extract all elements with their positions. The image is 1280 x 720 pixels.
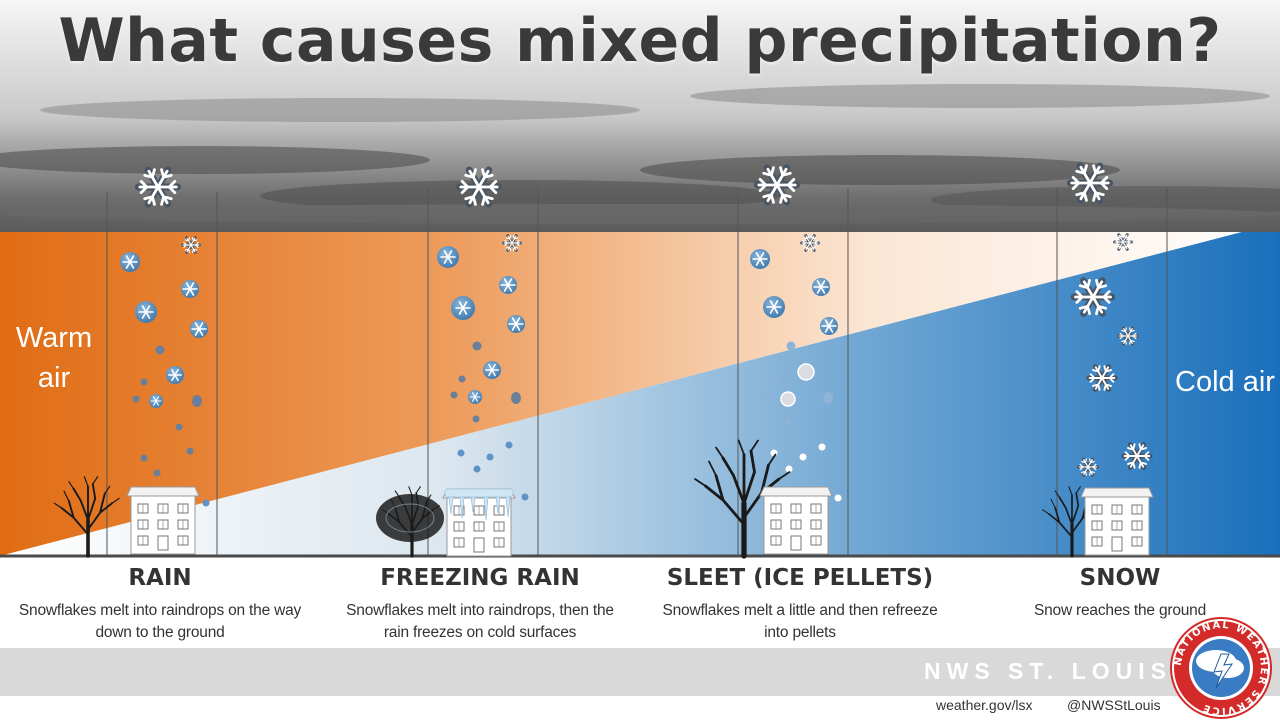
- page-title: What causes mixed precipitation?: [58, 6, 1222, 76]
- sleet-column: [695, 168, 842, 556]
- cold-air-label: Cold air: [1175, 366, 1275, 398]
- website-link[interactable]: weather.gov/lsx: [936, 697, 1033, 713]
- category-title: SLEET (ICE PELLETS): [666, 565, 934, 591]
- warm-air-label: Warm air: [15, 322, 93, 394]
- nws-logo: NATIONAL WEATHER SERVICE: [1170, 617, 1272, 719]
- category-freezing-rain: FREEZING RAIN Snowflakes melt into raind…: [320, 565, 640, 644]
- nws-st-louis-brand: NWS ST. LOUIS: [924, 658, 1172, 684]
- icicles: [444, 488, 514, 521]
- twitter-handle[interactable]: @NWSStLouis: [1067, 697, 1161, 713]
- category-rain: RAIN Snowflakes melt into raindrops on t…: [0, 565, 320, 644]
- category-sleet: SLEET (ICE PELLETS) Snowflakes melt a li…: [640, 565, 960, 644]
- category-title: FREEZING RAIN: [380, 565, 580, 591]
- cloud-streaks: [0, 84, 1280, 224]
- footer-bar: [0, 648, 1280, 696]
- category-title: SNOW: [1079, 565, 1161, 591]
- category-description: Snow reaches the ground: [1033, 602, 1207, 619]
- category-description: Snowflakes melt into raindrops on the wa…: [18, 602, 302, 641]
- cold-air-region: [0, 222, 1280, 556]
- column-outlines: [106, 188, 1168, 556]
- category-description: Snowflakes melt into raindrops, then the…: [346, 602, 614, 641]
- category-description: Snowflakes melt a little and then refree…: [662, 602, 938, 641]
- warm-air-region: [0, 190, 1280, 556]
- category-snow: SNOW Snow reaches the ground: [960, 565, 1280, 622]
- iced-tree: [376, 485, 444, 558]
- rain-column: [52, 170, 210, 558]
- freezing-rain-column: [376, 170, 529, 558]
- category-title: RAIN: [128, 565, 192, 591]
